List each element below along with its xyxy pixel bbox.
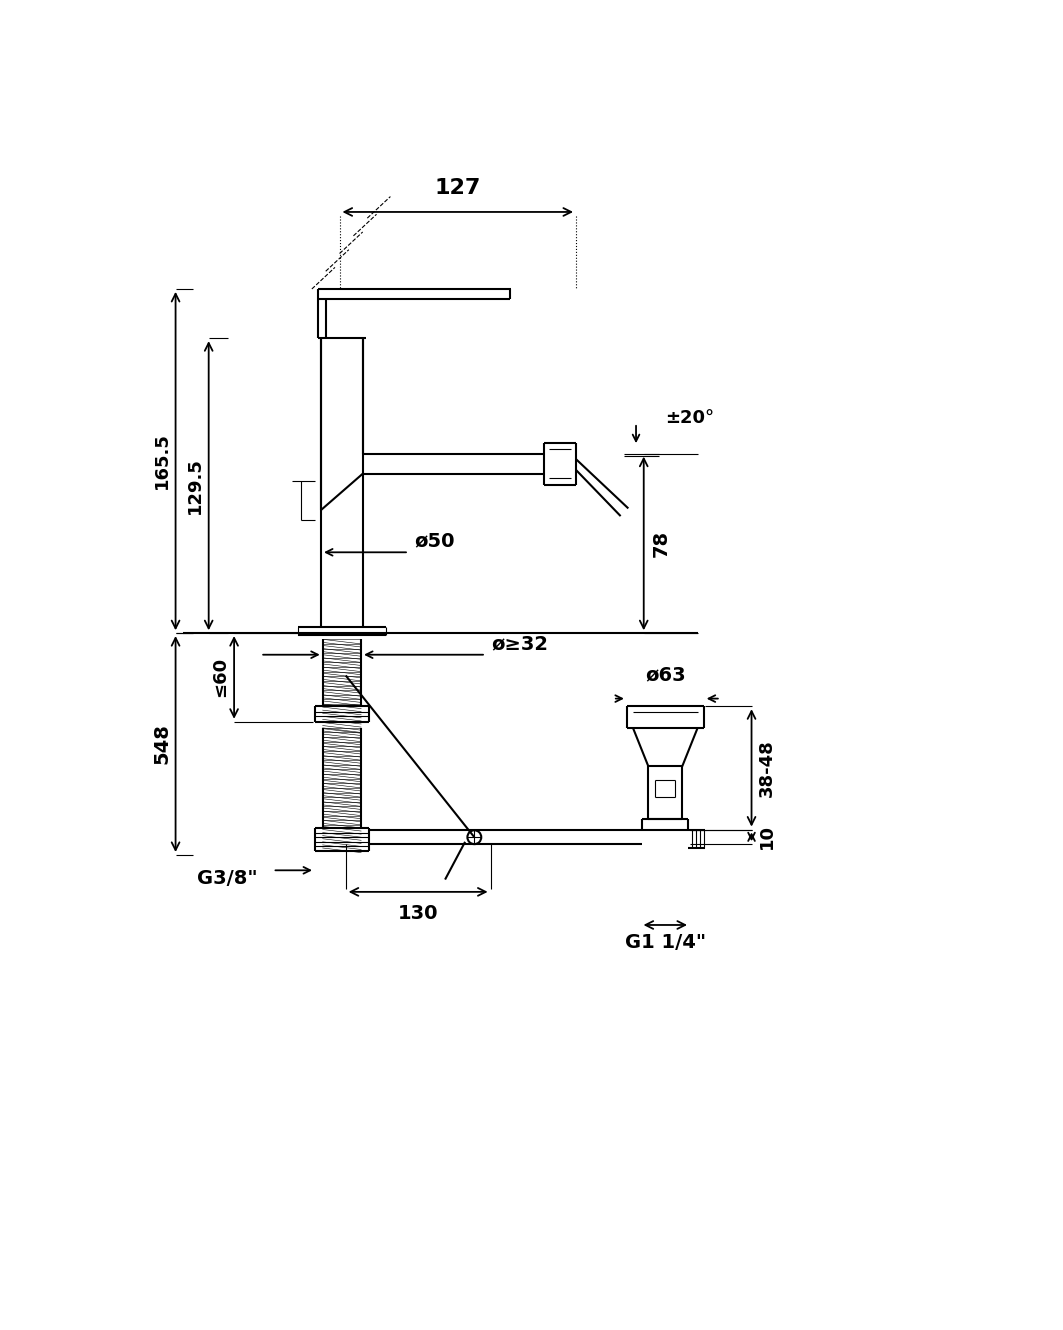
- Text: G1 1/4": G1 1/4": [625, 934, 706, 952]
- Text: 548: 548: [152, 724, 171, 765]
- Text: ø≥32: ø≥32: [491, 634, 549, 653]
- Text: 165.5: 165.5: [153, 432, 171, 489]
- Text: 130: 130: [398, 904, 438, 923]
- Text: 38-48: 38-48: [758, 739, 776, 797]
- Text: 127: 127: [435, 178, 480, 198]
- Text: 129.5: 129.5: [186, 458, 204, 515]
- Text: ≤60: ≤60: [212, 657, 230, 697]
- Text: 10: 10: [758, 825, 776, 850]
- Text: ø50: ø50: [415, 532, 455, 551]
- Text: ±20°: ±20°: [665, 408, 714, 427]
- Text: ø63: ø63: [645, 666, 686, 685]
- Text: 78: 78: [652, 529, 671, 557]
- Text: G3/8": G3/8": [197, 868, 257, 887]
